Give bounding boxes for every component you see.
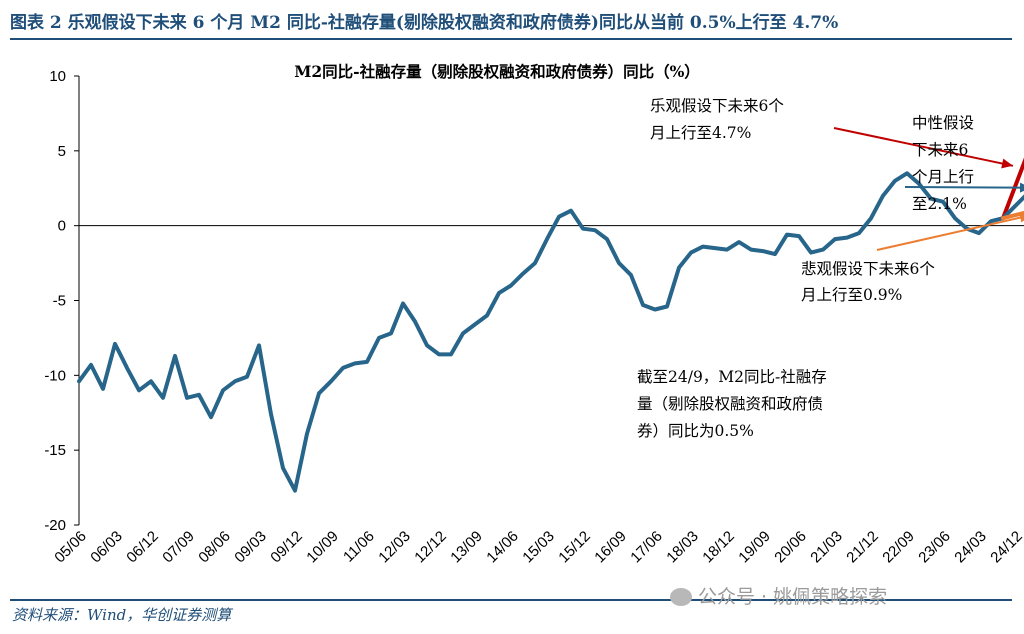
optimistic-arrow-shaft (833, 127, 1014, 167)
y-tick-label: 0 (58, 218, 66, 235)
source-note: 资料来源：Wind，华创证券测算 (12, 606, 232, 624)
x-tick-label: 13/09 (447, 528, 486, 567)
series-line-main (77, 171, 1005, 493)
optimistic-arrow-head (1001, 158, 1013, 169)
x-tick-label: 16/09 (591, 528, 630, 567)
y-tick-label: -15 (44, 442, 66, 459)
x-tick-label: 23/06 (915, 528, 954, 567)
x-tick-label: 15/12 (555, 528, 594, 567)
wechat-icon (670, 588, 692, 606)
pessimistic-arrow-head (1019, 212, 1024, 223)
y-tick-label: -20 (44, 517, 66, 534)
x-tick-label: 12/12 (411, 528, 450, 567)
watermark-text: 公众号 · 姚佩策略探索 (698, 586, 888, 608)
x-tick-label: 15/03 (519, 528, 558, 567)
annotation-neutral-line: 下未来6 (912, 141, 968, 159)
annotation-neutral-line: 中性假设 (912, 114, 974, 132)
x-tick-label: 09/12 (267, 528, 306, 567)
pessimistic-arrow-shaft (876, 215, 1024, 251)
y-tick-label: -10 (44, 367, 66, 384)
y-axis: 10 5 0 -5 -10 -15 -20 (44, 68, 80, 534)
x-tick-label: 21/12 (843, 528, 882, 567)
x-tick-label: 06/03 (87, 528, 126, 567)
x-tick-label: 24/03 (951, 528, 990, 567)
series-line-pessimistic (1001, 210, 1024, 221)
watermark: 公众号 · 姚佩策略探索 (670, 582, 887, 609)
figure-title: 图表 2 乐观假设下未来 6 个月 M2 同比-社融存量(剔除股权融资和政府债券… (10, 13, 839, 33)
annotation-neutral-line: 至2.1% (912, 195, 967, 213)
annotation-optimistic-line: 乐观假设下未来6个 (650, 97, 784, 115)
y-tick-label: -5 (53, 293, 66, 310)
x-tick-label: 18/12 (699, 528, 738, 567)
annotation-note-line: 量（剔除股权融资和政府债 (637, 395, 823, 413)
x-tick-label: 08/06 (195, 528, 234, 567)
neutral-arrow-shaft (904, 186, 1024, 189)
chart-title: M2同比-社融存量（剔除股权融资和政府债券）同比（%） (294, 62, 700, 81)
annotation-note-line: 截至24/9，M2同比-社融存 (637, 368, 827, 386)
x-tick-label: 21/03 (807, 528, 846, 567)
x-tick-label: 17/06 (627, 528, 666, 567)
series-lines (77, 157, 1024, 493)
x-tick-label: 18/03 (663, 528, 702, 567)
series-line-neutral (1001, 194, 1024, 221)
x-tick-label: 20/06 (771, 528, 810, 567)
x-tick-label: 06/12 (123, 528, 162, 567)
y-tick-label: 5 (58, 143, 66, 160)
x-tick-label: 14/06 (483, 528, 522, 567)
x-tick-label: 10/09 (303, 528, 342, 567)
neutral-arrow-head (1019, 182, 1024, 193)
source-rule (10, 599, 1012, 601)
x-tick-label: 11/06 (340, 528, 378, 566)
x-tick-label: 09/03 (231, 528, 270, 567)
line-chart: M2同比-社融存量（剔除股权融资和政府债券）同比（%） 10 5 0 -5 -10 -15… (44, 62, 1024, 567)
title-rule (10, 38, 1012, 40)
x-tick-label: 22/09 (879, 528, 918, 567)
y-tick-label: 10 (49, 68, 66, 85)
x-tick-label: 24/12 (987, 528, 1024, 567)
x-tick-label: 12/03 (375, 528, 414, 567)
annotation-note-line: 券）同比为0.5% (637, 422, 754, 440)
x-tick-label: 07/09 (159, 528, 198, 567)
annotation-pessimistic-line: 悲观假设下未来6个 (801, 260, 935, 278)
annotation-pessimistic-line: 月上行至0.9% (801, 286, 902, 304)
annotation-arrows (833, 127, 1024, 251)
x-tick-label: 19/09 (735, 528, 774, 567)
annotation-neutral-line: 个月上行 (912, 168, 974, 186)
annotation-optimistic-line: 月上行至4.7% (650, 124, 751, 142)
x-tick-labels: 05/0606/0306/1207/0908/0609/0309/1210/09… (51, 528, 1024, 567)
